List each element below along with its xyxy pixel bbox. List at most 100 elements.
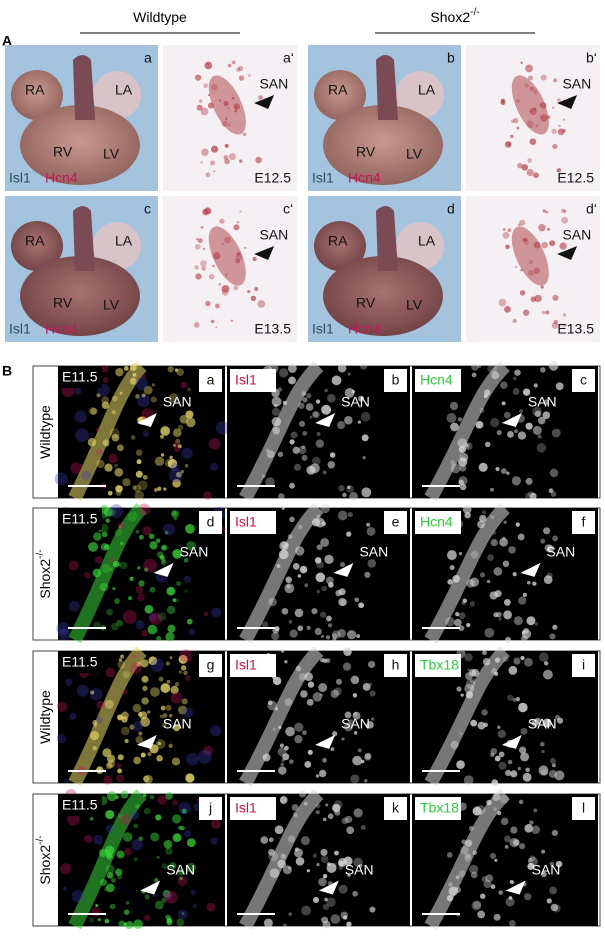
cell [465,444,469,448]
cell [169,455,174,460]
cell [306,625,311,630]
region-label: SAN [562,227,591,243]
stain-speck [257,300,266,308]
cell [481,876,488,883]
cell [180,469,184,474]
cell [552,535,559,542]
stain-speck [540,74,547,81]
cell [497,725,501,729]
cell [481,510,487,515]
panel-letter: k [392,800,400,816]
cell [510,770,518,778]
stain-speck [517,223,521,227]
cell [495,466,500,472]
cell [96,700,105,710]
stain-speck [502,228,506,231]
stain-speck [247,289,251,294]
cell [456,760,465,769]
cell [100,542,109,551]
cell [160,683,171,693]
cell [172,510,178,517]
chamber-label: LV [103,297,120,313]
cell [288,912,292,916]
cell [181,912,185,916]
genotype-label: Shox2-/- [35,835,53,884]
cell [508,896,513,900]
cell [114,463,119,468]
cell [369,906,376,913]
cell [75,428,90,442]
cell [84,834,93,844]
cell [149,794,155,800]
cell [192,903,198,909]
stain-speck [202,208,209,216]
cell [118,658,123,662]
stain-speck [563,323,567,328]
stain-speck [197,238,203,244]
marker-label: Tbx18 [420,800,459,816]
cell [149,612,162,625]
cell [344,722,354,732]
cell [455,611,460,617]
cell [541,749,545,754]
cell [173,724,180,732]
cell [68,560,79,571]
cell [465,672,473,680]
stage-label: E11.5 [62,797,98,813]
cell [178,670,183,674]
stain-speck [201,148,209,156]
genotype-name: Wildtype [37,405,53,459]
cell [89,816,94,821]
cell [179,649,193,663]
cell [90,407,98,415]
cell [88,541,99,552]
cell [160,559,167,566]
cell [312,411,319,418]
stage-box [58,794,102,816]
cell [334,850,339,856]
cell [324,554,334,565]
cell [533,808,538,813]
cell [138,580,145,587]
cell [469,601,475,607]
cell [101,531,108,538]
cell [551,428,561,438]
cell [135,377,149,391]
cell [518,596,527,605]
cell [501,401,506,406]
cell [478,462,488,472]
cell [302,431,308,436]
cell [315,439,325,448]
cell [171,757,181,766]
cell [496,429,502,436]
cell [322,903,330,911]
cell [524,657,533,667]
chamber-label: RV [356,144,376,160]
stain-speck [534,294,542,303]
arrowhead [140,880,161,895]
marker-box [415,654,461,677]
cell [172,799,178,806]
cell [302,730,307,736]
cell [282,923,288,928]
cell [342,662,352,671]
cell [179,876,183,881]
cell [102,748,112,758]
stage-label: E11.5 [62,654,98,670]
stain-speck [221,285,230,293]
cell [123,832,133,842]
cell [289,629,298,638]
cell [131,838,143,851]
cell [324,388,328,393]
stain-speck [561,128,566,133]
letter-box [199,511,222,534]
cell [65,678,73,686]
cell [457,457,468,467]
stain-label: Isl1 [9,170,31,186]
cell [297,574,302,578]
cell [103,775,113,785]
cell [551,829,558,837]
cell [56,733,67,744]
cell [515,696,521,702]
cell [140,717,151,727]
